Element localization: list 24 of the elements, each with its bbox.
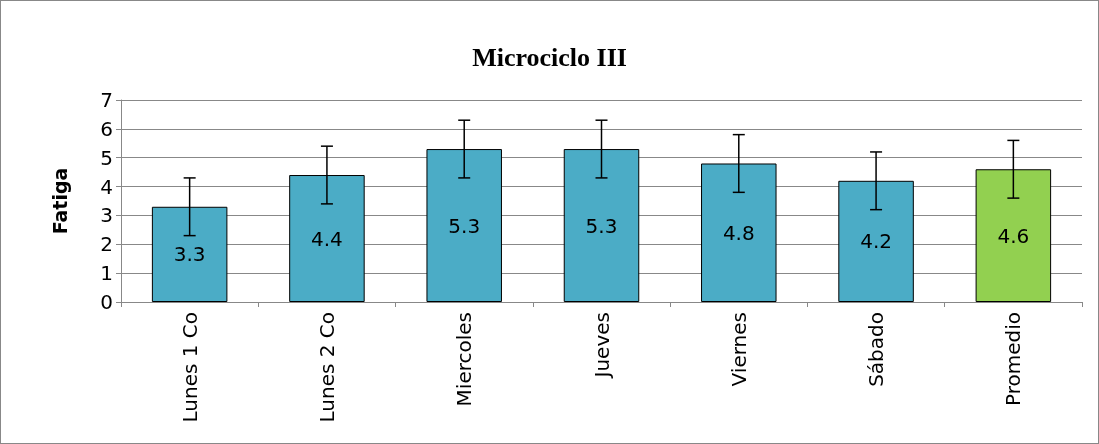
data-label: 4.8	[722, 220, 755, 245]
y-tick-label: 3	[100, 203, 113, 228]
x-tick-label: Lunes 1 Co	[177, 312, 202, 423]
y-tick-label: 0	[100, 290, 113, 314]
chart-title: Microciclo III	[472, 42, 627, 72]
y-tick-label: 5	[100, 145, 113, 170]
x-tick-label: Sábado	[864, 312, 889, 387]
x-tick-label: Jueves	[589, 312, 614, 380]
x-tick-label: Promedio	[1001, 312, 1026, 407]
y-tick-label: 2	[100, 232, 113, 257]
y-tick-label: 1	[100, 261, 113, 286]
x-tick-label: Lunes 2 Co	[314, 312, 339, 423]
y-tick-label: 4	[100, 174, 113, 199]
y-tick-label: 7	[100, 88, 113, 112]
data-label: 3.3	[173, 242, 206, 267]
y-axis-title: Fatiga	[48, 167, 71, 235]
x-tick-label: Miercoles	[452, 312, 477, 407]
data-label: 4.2	[860, 229, 892, 254]
x-tick-label: Viernes	[726, 312, 751, 387]
data-label: 4.4	[311, 226, 343, 251]
data-label: 5.3	[448, 213, 481, 238]
data-label: 5.3	[585, 213, 618, 238]
y-tick-label: 6	[100, 116, 113, 141]
data-label: 4.6	[997, 223, 1030, 248]
